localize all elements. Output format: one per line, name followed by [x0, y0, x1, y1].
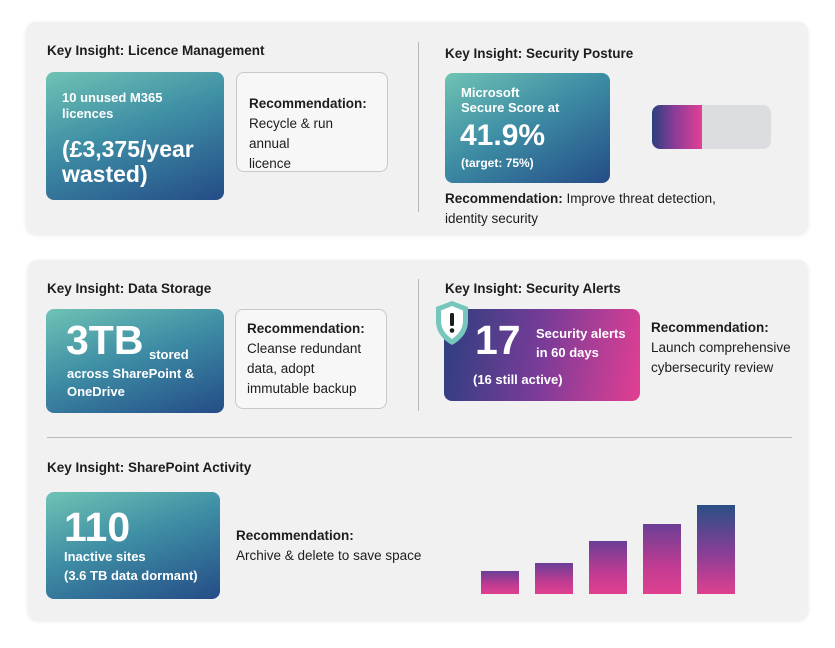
data-storage-small: stored: [149, 347, 189, 362]
sharepoint-card: 110 Inactive sites (3.6 TB data dormant): [46, 492, 220, 599]
data-storage-line2: across SharePoint &: [67, 366, 195, 381]
secure-score-progress-fill: [652, 105, 702, 149]
licence-stat-line1: 10 unused M365: [62, 90, 163, 105]
licence-stat-card: 10 unused M365 licences (£3,375/year was…: [46, 72, 224, 200]
sharepoint-rec-line1: Archive & delete to save space: [236, 548, 422, 563]
secure-score-label2: Secure Score at: [461, 100, 560, 115]
sharepoint-big: 110: [64, 504, 131, 550]
security-posture-rec-title: Recommendation:: [445, 191, 563, 206]
chart-bar-2: [535, 563, 573, 594]
shield-alert-icon-svg: [436, 301, 468, 345]
sharepoint-line2: Inactive sites: [64, 549, 146, 564]
security-posture-rec-line2: identity security: [445, 211, 539, 226]
secure-score-value: 41.9%: [460, 119, 546, 152]
shield-alert-icon: [433, 299, 471, 347]
data-storage-rec-line3: immutable backup: [247, 381, 357, 396]
security-posture-rec-line1: Improve threat detection,: [566, 191, 716, 206]
sharepoint-line3: (3.6 TB data dormant): [64, 568, 198, 583]
data-storage-card: 3TB stored across SharePoint & OneDrive: [46, 309, 224, 413]
top-panel-divider: [418, 42, 419, 212]
data-storage-heading: Key Insight: Data Storage: [47, 281, 212, 296]
data-storage-rec-line1: Cleanse redundant: [247, 341, 362, 356]
security-alerts-label1: Security alerts: [536, 326, 626, 341]
security-alerts-sub: (16 still active): [473, 372, 563, 387]
chart-bar-4: [643, 524, 681, 594]
sharepoint-heading: Key Insight: SharePoint Activity: [47, 460, 252, 475]
licence-cost-line2: wasted): [62, 161, 148, 187]
bottom-panel-separator: [47, 437, 792, 438]
security-posture-heading: Key Insight: Security Posture: [445, 46, 634, 61]
security-alerts-heading: Key Insight: Security Alerts: [445, 281, 621, 296]
data-storage-line3: OneDrive: [67, 384, 125, 399]
secure-score-label1: Microsoft: [461, 85, 520, 100]
data-storage-rec-title: Recommendation:: [247, 321, 365, 336]
chart-bar-1: [481, 571, 519, 594]
licence-heading: Key Insight: Licence Management: [47, 43, 265, 58]
licence-rec-line1: Recycle & run annual: [249, 116, 334, 151]
licence-cost-line1: (£3,375/year: [62, 136, 194, 162]
chart-bar-3: [589, 541, 627, 594]
security-alerts-rec-line2: cybersecurity review: [651, 360, 774, 375]
security-alerts-label2: in 60 days: [536, 345, 599, 360]
bottom-panel-divider: [418, 279, 419, 411]
security-alerts-rec-title: Recommendation:: [651, 320, 769, 335]
sharepoint-rec-title: Recommendation:: [236, 528, 354, 543]
secure-score-target: (target: 75%): [461, 156, 534, 170]
security-alerts-card: 17 Security alerts in 60 days (16 still …: [444, 309, 640, 401]
licence-stat-line2: licences: [62, 106, 114, 121]
secure-score-progress-track: [652, 105, 771, 149]
security-alerts-rec-line1: Launch comprehensive: [651, 340, 791, 355]
secure-score-card: Microsoft Secure Score at 41.9% (target:…: [445, 73, 610, 183]
data-storage-rec-line2: data, adopt: [247, 361, 315, 376]
security-alerts-big: 17: [475, 317, 521, 363]
data-storage-recommendation: Recommendation: Cleanse redundant data, …: [235, 309, 387, 409]
licence-rec-title: Recommendation:: [249, 96, 367, 111]
data-storage-big: 3TB: [66, 317, 144, 363]
chart-bar-5: [697, 505, 735, 594]
sharepoint-bar-chart: [470, 496, 750, 594]
sharepoint-recommendation: Recommendation: Archive & delete to save…: [236, 526, 456, 566]
licence-recommendation: Recommendation: Recycle & run annual lic…: [236, 72, 388, 172]
licence-rec-line2: licence: [249, 156, 292, 171]
security-alerts-recommendation: Recommendation: Launch comprehensive cyb…: [651, 318, 811, 378]
security-posture-recommendation: Recommendation: Improve threat detection…: [445, 189, 765, 229]
